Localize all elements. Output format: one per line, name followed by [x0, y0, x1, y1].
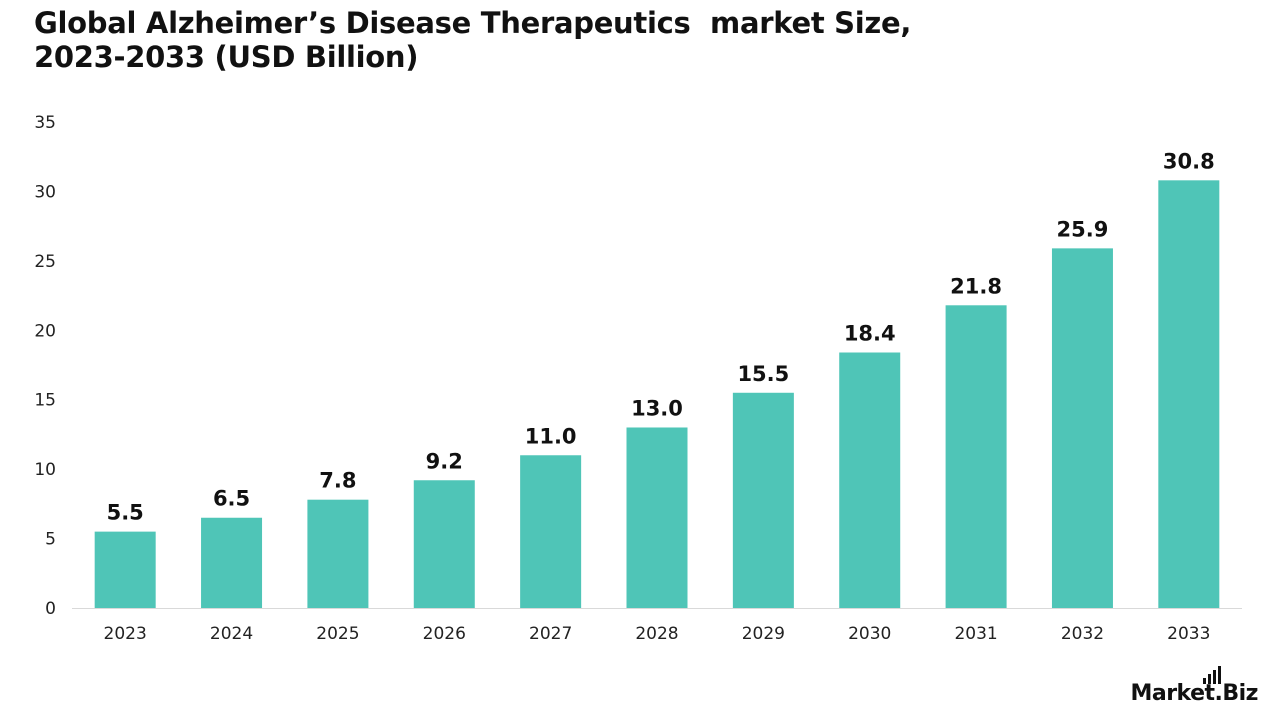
bar-2028: [626, 427, 688, 608]
chart-title-line-2: 2023-2033 (USD Billion): [34, 40, 419, 74]
brand-logo: Market.Biz: [1130, 666, 1258, 706]
data-label: 7.8: [319, 469, 356, 493]
bar-2023: [94, 531, 156, 608]
data-label: 9.2: [426, 449, 463, 473]
chart-title-line-1: Global Alzheimer’s Disease Therapeutics …: [34, 6, 912, 40]
x-tick-label: 2028: [635, 624, 678, 644]
x-tick-label: 2023: [104, 624, 147, 644]
x-tick-label: 2026: [423, 624, 466, 644]
x-axis: 2023 2024 2025 2026 2027 2028 2029 2030 2031 2032…: [72, 608, 1242, 644]
data-label: 30.8: [1163, 149, 1215, 173]
x-tick-label: 2029: [742, 624, 785, 644]
y-tick-label: 25: [34, 252, 56, 272]
bar-2032: [1051, 248, 1113, 609]
bar-2026: [413, 480, 475, 608]
x-tick-label: 2033: [1167, 624, 1210, 644]
bar-2030: [839, 352, 901, 608]
bar-2029: [732, 392, 794, 608]
data-label: 25.9: [1057, 217, 1109, 241]
data-label: 13.0: [631, 396, 683, 420]
data-label: 6.5: [213, 487, 250, 511]
bars: [94, 180, 1220, 609]
y-tick-label: 30: [34, 182, 56, 202]
data-label: 18.4: [844, 322, 896, 346]
data-label: 15.5: [737, 362, 789, 386]
x-tick-label: 2025: [316, 624, 359, 644]
y-tick-label: 10: [34, 460, 56, 480]
y-tick-label: 0: [45, 599, 56, 619]
chart-title: Global Alzheimer’s Disease Therapeutics …: [34, 6, 1234, 74]
y-tick-label: 35: [34, 113, 56, 133]
bar-2027: [520, 455, 582, 608]
x-tick-label: 2030: [848, 624, 891, 644]
x-tick-label: 2024: [210, 624, 253, 644]
data-label: 21.8: [950, 274, 1002, 298]
brand-bars-icon: [1203, 666, 1222, 684]
brand-name: Market.Biz: [1130, 681, 1258, 706]
x-tick-label: 2027: [529, 624, 572, 644]
data-label: 11.0: [525, 424, 577, 448]
bar-2025: [307, 499, 369, 608]
bar-2031: [945, 305, 1007, 608]
y-axis: 0 5 10 15 20 25 30 35: [34, 113, 56, 619]
y-tick-label: 15: [34, 391, 56, 411]
bar-2033: [1158, 180, 1220, 608]
x-tick-label: 2031: [954, 624, 997, 644]
x-tick-label: 2032: [1061, 624, 1104, 644]
value-labels: 5.5 6.5 7.8 9.2 11.0 13.0 15.5 18.4 21.8 25.9 30.8: [107, 149, 1215, 524]
bar-2024: [201, 517, 263, 608]
y-tick-label: 20: [34, 321, 56, 341]
y-tick-label: 5: [45, 530, 56, 550]
data-label: 5.5: [107, 501, 144, 525]
